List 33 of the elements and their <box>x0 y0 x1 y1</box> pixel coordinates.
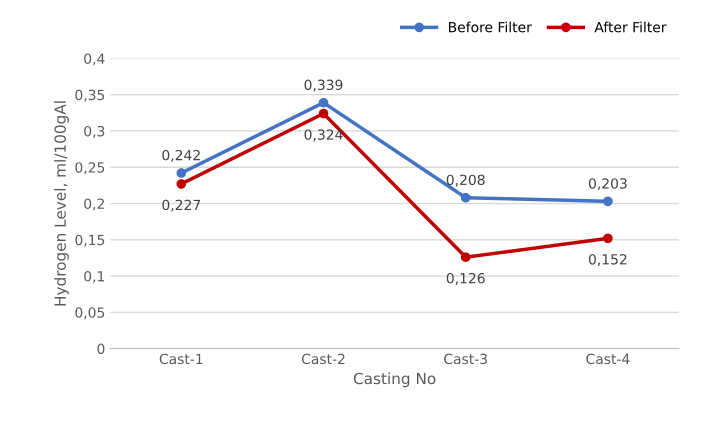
y-tick-label: 0,2 <box>84 198 104 210</box>
y-tick-label: 0,3 <box>84 126 104 138</box>
point <box>460 252 471 262</box>
x-axis-title: Casting No <box>354 372 436 388</box>
data-label: 0,152 <box>588 254 626 266</box>
point <box>460 192 471 203</box>
x-tick-label: Cast-3 <box>444 354 487 364</box>
point <box>318 108 328 118</box>
x-tick-label: Cast-4 <box>586 354 630 364</box>
point <box>318 98 328 108</box>
x-tick-label: Cast-2 <box>302 354 344 364</box>
x-tick-label: Cast-1 <box>160 354 202 364</box>
data-label: 0,339 <box>304 80 342 92</box>
data-label: 0,208 <box>446 174 485 186</box>
point <box>603 233 613 244</box>
y-tick-label: 0,35 <box>75 90 104 102</box>
point <box>603 196 613 206</box>
y-tick-label: 0,4 <box>84 53 105 66</box>
data-label: 0,227 <box>162 200 200 212</box>
legend-label: After Filter <box>594 22 667 32</box>
y-tick-label: 0,05 <box>75 307 104 320</box>
data-label: 0,203 <box>588 178 627 190</box>
y-tick-label: 0,15 <box>75 234 104 247</box>
legend-label: Before Filter <box>448 22 532 32</box>
point <box>176 179 186 189</box>
y-tick-label: 0,1 <box>84 271 104 283</box>
y-tick-label: 0,25 <box>75 162 104 174</box>
data-label: 0,126 <box>446 272 485 285</box>
y-tick-label: 0 <box>97 344 104 354</box>
data-label: 0,324 <box>304 129 343 142</box>
point <box>176 168 186 178</box>
y-axis-title: Hydrogen Level, ml/100gAl <box>54 101 69 306</box>
data-label: 0,242 <box>162 150 200 162</box>
